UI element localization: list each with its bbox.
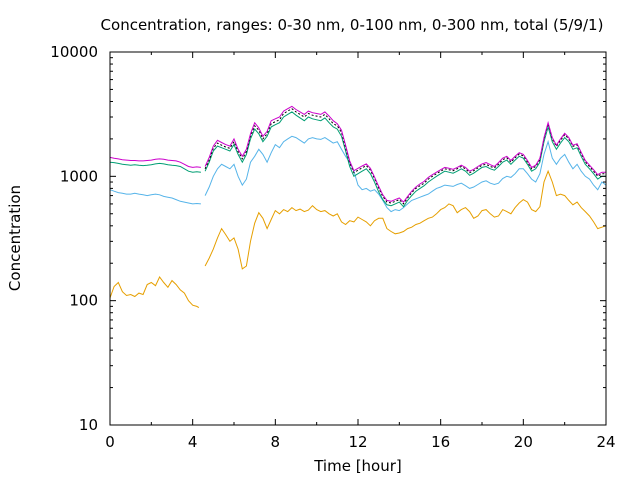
y-tick-label: 100 (69, 292, 98, 310)
x-tick-label: 24 (596, 433, 615, 451)
series-4-line (204, 108, 606, 205)
y-tick-label: 10 (79, 416, 98, 434)
y-tick-label: 10000 (50, 43, 98, 61)
x-tick-label: 4 (188, 433, 198, 451)
series-5-line (109, 156, 201, 168)
x-tick-label: 20 (514, 433, 533, 451)
x-tick-label: 12 (348, 433, 367, 451)
x-tick-label: 0 (105, 433, 115, 451)
y-tick-label: 1000 (60, 167, 98, 185)
plot-frame (109, 51, 607, 426)
series-2-line (109, 189, 201, 205)
series-5-line (204, 105, 606, 203)
chart-title: Concentration, ranges: 0-30 nm, 0-100 nm… (101, 16, 604, 34)
x-axis-label: Time [hour] (313, 457, 402, 475)
x-tick-label: 16 (431, 433, 450, 451)
series-layer (109, 105, 607, 309)
series-2-line (204, 135, 607, 213)
y-axis-label: Concentration (6, 185, 24, 291)
series-1-line (109, 276, 200, 309)
plot-area (109, 51, 607, 426)
series-1-line (204, 169, 607, 270)
x-tick-label: 8 (271, 433, 281, 451)
series-3-line (204, 111, 606, 208)
axis-ticks: 0 4 8 12 16 20 24 10 100 1000 10000 (50, 43, 615, 451)
series-3-line (109, 161, 201, 173)
